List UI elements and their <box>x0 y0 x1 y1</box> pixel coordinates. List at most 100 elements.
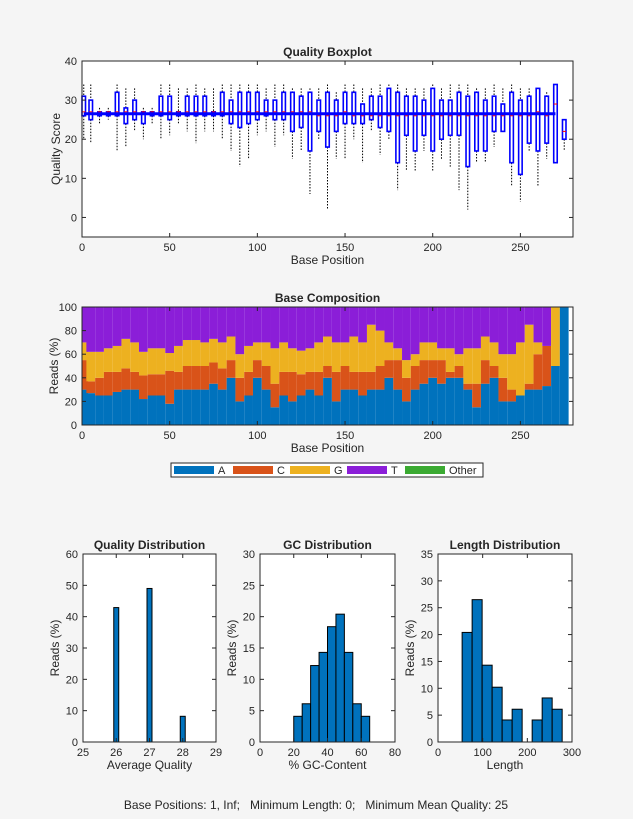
composition-bar-T <box>270 307 280 349</box>
y-tick-label: 30 <box>65 95 77 107</box>
y-tick-label: 15 <box>421 656 433 668</box>
legend-swatch-T <box>347 466 387 474</box>
composition-bar-A <box>305 389 315 425</box>
x-tick-label: 200 <box>518 747 536 759</box>
composition-bar-A <box>410 389 420 425</box>
composition-bar-A <box>358 395 367 425</box>
quality-box <box>324 91 331 148</box>
composition-bar-C <box>393 360 403 390</box>
legend-label-C: C <box>277 465 285 477</box>
y-tick-label: 0 <box>427 737 433 749</box>
composition-bar-G <box>235 354 245 378</box>
y-tick-label: 10 <box>66 706 78 718</box>
composition-bar-G <box>261 342 271 366</box>
x-tick-label: 0 <box>79 242 85 254</box>
composition-bar-A <box>419 383 429 425</box>
composition-bar-A <box>112 391 122 425</box>
quality-box <box>561 118 567 141</box>
composition-bar-G <box>349 336 359 372</box>
quality-box <box>465 95 471 168</box>
histogram-bar <box>551 708 563 743</box>
composition-bar-G <box>156 348 166 375</box>
composition-bar-A <box>235 401 245 425</box>
composition-bar-A <box>130 389 139 425</box>
composition-bar-C <box>165 370 175 404</box>
composition-bar-G <box>244 345 253 372</box>
x-tick-label: 200 <box>424 430 442 442</box>
composition-bar-T <box>314 307 324 343</box>
x-tick-label: 150 <box>336 430 354 442</box>
y-tick-label: 60 <box>65 349 77 361</box>
composition-bar-A <box>524 389 534 425</box>
x-axis-label: Base Position <box>291 441 364 455</box>
histogram-bar <box>352 703 362 743</box>
y-axis-label: Reads (%) <box>48 620 62 677</box>
composition-bar-C <box>314 371 324 396</box>
composition-bar-C <box>410 366 420 390</box>
composition-bar-G <box>533 342 543 355</box>
quality-box <box>473 91 480 152</box>
composition-bar-G <box>130 342 139 372</box>
composition-bar-T <box>340 307 350 343</box>
histogram-bar <box>293 715 303 743</box>
composition-bar-T <box>305 307 315 349</box>
composition-bar-C <box>174 371 183 390</box>
composition-bar-T <box>542 307 552 346</box>
quality-box <box>281 91 287 121</box>
quality-box <box>412 95 418 152</box>
x-tick-label: 0 <box>257 747 263 759</box>
composition-bar-A <box>270 407 280 425</box>
y-axis-label: Quality Score <box>49 113 63 185</box>
composition-bar-T <box>138 307 148 352</box>
quality-box <box>535 87 541 152</box>
composition-bar-C <box>279 371 289 396</box>
histogram-bar <box>310 665 320 743</box>
composition-bar-C <box>252 360 262 378</box>
composition-bar-A <box>472 407 481 425</box>
y-tick-label: 40 <box>65 373 77 385</box>
composition-bar-T <box>402 307 411 361</box>
composition-bar-C <box>182 366 192 390</box>
composition-bar-G <box>103 348 113 372</box>
composition-bar-C <box>489 366 499 378</box>
composition-bar-A <box>437 383 446 425</box>
quality-box <box>254 91 260 121</box>
x-tick-label: 26 <box>110 747 122 759</box>
x-tick-label: 28 <box>177 747 189 759</box>
composition-bar-A <box>340 389 350 425</box>
histogram-bar <box>335 613 345 743</box>
quality-box <box>132 99 138 121</box>
y-tick-label: 10 <box>65 173 77 185</box>
composition-bar-T <box>375 307 385 331</box>
composition-bar-G <box>498 354 508 378</box>
chart-title: Quality Boxplot <box>283 45 372 59</box>
x-axis-label: Base Position <box>291 253 364 267</box>
composition-bar-G <box>551 307 560 366</box>
legend-swatch-A <box>174 466 214 474</box>
composition-bar-G <box>437 348 446 361</box>
quality-box <box>123 107 129 125</box>
quality-box <box>395 91 401 164</box>
composition-bar-T <box>156 307 166 349</box>
composition-bar-A <box>138 399 148 425</box>
composition-bar-A <box>209 383 218 425</box>
composition-bar-G <box>480 336 490 361</box>
composition-bar-G <box>112 345 122 372</box>
composition-bar-A <box>174 389 183 425</box>
histogram-bar <box>327 626 337 743</box>
histogram-bar <box>491 686 503 743</box>
histogram-bar <box>531 719 543 743</box>
composition-bar-C <box>542 345 552 387</box>
quality-box <box>351 91 357 125</box>
y-tick-label: 10 <box>243 674 255 686</box>
composition-bar-G <box>86 351 96 382</box>
composition-bar-T <box>209 307 218 339</box>
composition-bar-T <box>437 307 446 349</box>
composition-bar-G <box>165 353 175 371</box>
composition-bar-T <box>366 307 376 325</box>
y-tick-label: 20 <box>66 674 78 686</box>
composition-bar-C <box>375 366 385 390</box>
composition-bar-C <box>305 371 315 390</box>
legend-swatch-G <box>290 466 330 474</box>
